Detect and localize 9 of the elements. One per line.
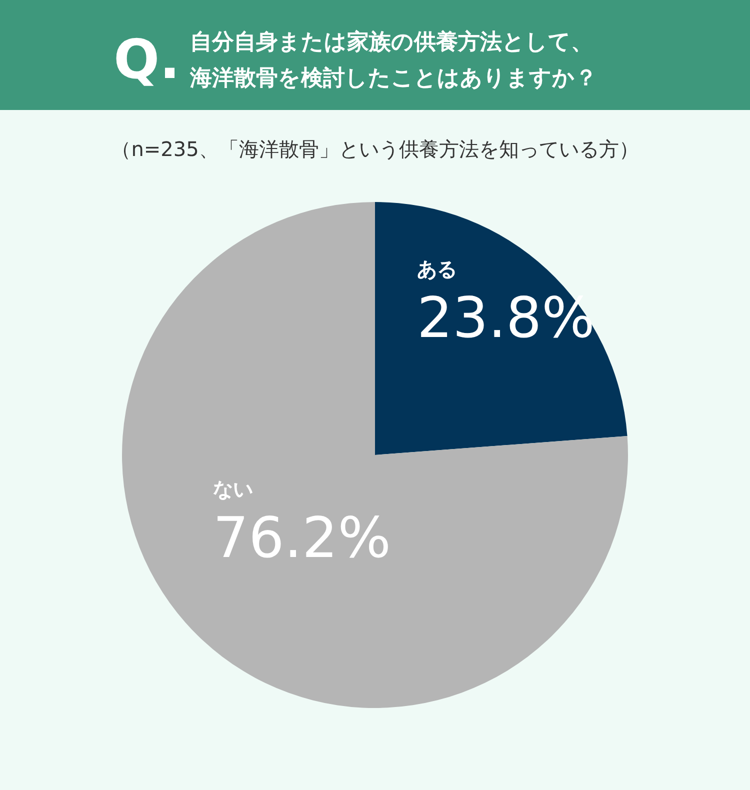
chart-subtitle: （n=235、「海洋散骨」という供養方法を知っている方） [111, 137, 639, 161]
slice-label: ない [213, 476, 254, 501]
slice-label: ある [416, 257, 457, 282]
text: Q. [114, 28, 180, 91]
pie-slice [122, 202, 628, 708]
chart-title: 自分自身または家族の供養方法として、海洋散骨を検討したことはありますか？ [189, 29, 597, 91]
data-label: 23.8% [416, 286, 595, 352]
data-label: 76.2% [213, 506, 391, 571]
pie-slice [375, 202, 628, 455]
